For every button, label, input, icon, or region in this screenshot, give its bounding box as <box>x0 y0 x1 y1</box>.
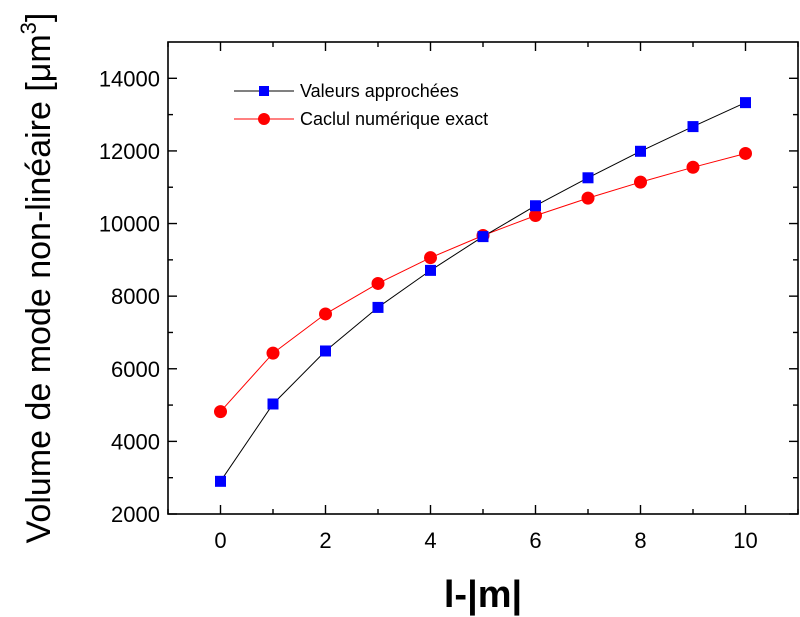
point-exact <box>686 160 700 174</box>
x-tick-labels: 0 2 4 6 8 10 <box>214 528 757 553</box>
y-axis-title-sup: 3 <box>16 22 41 34</box>
x-tick-label: 4 <box>424 528 436 553</box>
y-tick-label: 2000 <box>111 502 160 527</box>
y-tick-labels: 2000 4000 6000 8000 10000 12000 14000 <box>99 66 160 527</box>
point-approx <box>477 231 489 243</box>
legend-marker-approx <box>259 86 269 96</box>
point-exact <box>424 251 437 265</box>
y-axis-title-close: ] <box>20 13 58 22</box>
y-tick-label: 6000 <box>111 357 160 382</box>
y-tick-label: 10000 <box>99 212 160 237</box>
legend: Valeurs approchées Caclul numérique exac… <box>228 75 542 131</box>
y-axis-title: Volume de mode non-linéaire [μm3] <box>16 13 58 544</box>
axis-ticks <box>167 42 799 515</box>
series-line-approx <box>220 102 746 482</box>
x-tick-label: 0 <box>214 528 226 553</box>
x-tick-label: 6 <box>529 528 541 553</box>
y-tick-label: 8000 <box>111 284 160 309</box>
point-approx <box>582 172 594 184</box>
x-axis-title: l-|m| <box>444 574 522 616</box>
point-exact <box>739 146 752 160</box>
point-exact <box>266 346 280 360</box>
point-approx <box>635 145 646 157</box>
x-tick-label: 2 <box>319 528 331 553</box>
point-approx <box>425 264 436 276</box>
y-tick-label: 14000 <box>99 66 160 91</box>
series-line-exact <box>220 153 746 412</box>
point-exact <box>319 307 332 321</box>
y-tick-label: 12000 <box>99 139 160 164</box>
point-approx <box>215 475 226 487</box>
point-approx <box>530 200 541 212</box>
x-tick-label: 8 <box>634 528 646 553</box>
point-exact <box>581 191 595 205</box>
point-approx <box>740 97 751 109</box>
point-approx <box>687 121 699 133</box>
point-approx <box>320 345 331 357</box>
point-exact <box>371 276 385 290</box>
legend-marker-exact <box>258 113 270 125</box>
point-approx <box>267 398 279 410</box>
point-approx <box>372 301 384 313</box>
point-exact <box>634 175 647 189</box>
y-axis-title-main: Volume de mode non-linéaire [μm <box>20 34 58 543</box>
point-exact <box>529 209 542 223</box>
y-tick-label: 4000 <box>111 429 160 454</box>
legend-label-exact: Caclul numérique exact <box>300 109 488 129</box>
x-tick-label: 10 <box>733 528 757 553</box>
legend-label-approx: Valeurs approchées <box>300 81 459 101</box>
legend-box <box>228 75 542 131</box>
series-layer <box>214 97 752 487</box>
point-exact <box>214 405 227 419</box>
